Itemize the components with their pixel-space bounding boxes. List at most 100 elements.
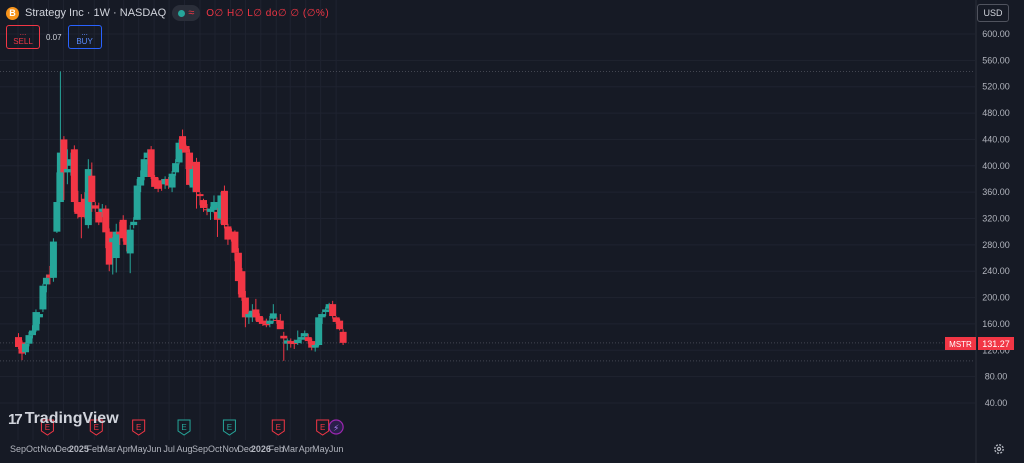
candle[interactable] [168, 171, 176, 193]
y-tick-label: 400.00 [982, 161, 1010, 171]
symbol-title[interactable]: Strategy Inc · 1W · NASDAQ [25, 7, 167, 19]
chart-grid [0, 0, 975, 440]
y-tick-label: 280.00 [982, 240, 1010, 250]
candle-body [252, 309, 260, 318]
candle-body [15, 337, 23, 347]
y-tick-label: 40.00 [985, 398, 1008, 408]
candle[interactable] [126, 225, 134, 274]
sell-button[interactable]: ... SELL [6, 25, 40, 49]
candle[interactable] [315, 314, 323, 347]
earnings-marker[interactable]: E [89, 419, 103, 436]
candle[interactable] [56, 71, 64, 203]
earnings-marker[interactable]: E [132, 419, 146, 436]
candle-body [35, 314, 43, 318]
earnings-icon [89, 419, 103, 436]
candle[interactable] [60, 136, 68, 201]
candle-body [238, 271, 246, 298]
candle[interactable] [88, 162, 96, 212]
candle-body [290, 343, 298, 345]
candle[interactable] [287, 338, 295, 348]
candle-body [154, 180, 162, 189]
earnings-marker[interactable]: E [222, 419, 236, 436]
marker-label: E [227, 423, 232, 432]
candle-body [259, 320, 267, 324]
candle[interactable] [35, 312, 43, 324]
candle[interactable] [269, 304, 277, 323]
candles-group [15, 71, 347, 361]
y-tick-label: 80.00 [985, 372, 1008, 382]
earnings-marker[interactable]: E [271, 419, 285, 436]
candle[interactable] [339, 329, 347, 346]
candle[interactable] [63, 149, 71, 185]
earnings-marker[interactable]: E [177, 419, 191, 436]
candle[interactable] [21, 342, 29, 355]
candle[interactable] [105, 228, 113, 272]
x-tick-label: Oct [208, 444, 223, 454]
candle-body [133, 185, 141, 220]
candle[interactable] [70, 145, 78, 212]
candle[interactable] [276, 314, 284, 330]
candle[interactable] [133, 178, 141, 220]
candle-body [182, 146, 190, 153]
candle-body [63, 169, 71, 173]
candle-body [112, 231, 120, 259]
earnings-marker[interactable]: ⚡ [328, 419, 344, 435]
candle-body [318, 314, 326, 318]
candle-body [168, 173, 176, 188]
earnings-icon [132, 419, 146, 436]
candle[interactable] [210, 195, 218, 214]
x-tick-label: 2026 [251, 444, 271, 454]
candle-body [140, 159, 148, 177]
candle[interactable] [220, 185, 228, 229]
x-tick-label: May [312, 444, 330, 454]
candle-body [21, 343, 29, 353]
candle[interactable] [280, 331, 288, 361]
earnings-icon [222, 419, 236, 436]
candle-body [255, 316, 263, 322]
candle[interactable] [336, 318, 344, 331]
candle[interactable] [308, 338, 316, 351]
earnings-marker[interactable]: E [40, 419, 54, 436]
candle[interactable] [39, 283, 47, 313]
candle[interactable] [147, 146, 155, 179]
x-tick-label: Aug [177, 444, 193, 454]
candle-body [88, 175, 96, 203]
candle-body [175, 142, 183, 163]
candle[interactable] [241, 290, 249, 328]
y-axis[interactable]: 40.00 80.00 120.00 160.00 200.00 240.00 280.00… [982, 29, 1010, 408]
buy-button[interactable]: ... BUY [67, 25, 102, 49]
candle-body [91, 205, 99, 209]
candle-body [329, 304, 337, 317]
candle-body [172, 163, 180, 173]
currency-selector[interactable]: USD [977, 4, 1009, 22]
candle-body [28, 330, 36, 336]
status-pill[interactable]: ≈ [172, 5, 201, 21]
candle[interactable] [193, 157, 201, 209]
candle-body [193, 161, 201, 193]
candle[interactable] [238, 267, 246, 301]
candle[interactable] [49, 238, 57, 282]
candle[interactable] [91, 202, 99, 212]
y-tick-label: 600.00 [982, 29, 1010, 39]
marker-label: E [45, 423, 50, 432]
candle[interactable] [318, 312, 326, 324]
candle[interactable] [154, 177, 162, 193]
candle-body [322, 309, 330, 313]
tradingview-logo[interactable]: 17 TradingView [8, 410, 119, 428]
candle-body [42, 277, 50, 285]
x-tick-label: May [130, 444, 148, 454]
spread-value: 0.07 [46, 32, 62, 42]
earnings-marker[interactable]: E [316, 419, 330, 436]
candle[interactable] [329, 300, 337, 319]
x-tick-label: Dec [55, 444, 72, 454]
settings-gear-icon[interactable] [993, 443, 1005, 455]
candle[interactable] [32, 309, 40, 332]
candle-body [241, 297, 249, 318]
x-tick-label: Jul [163, 444, 175, 454]
trade-panel: ... SELL 0.07 ... BUY [6, 25, 102, 49]
candle-body [32, 312, 40, 331]
candle[interactable] [95, 202, 103, 226]
candle-body [273, 319, 281, 321]
